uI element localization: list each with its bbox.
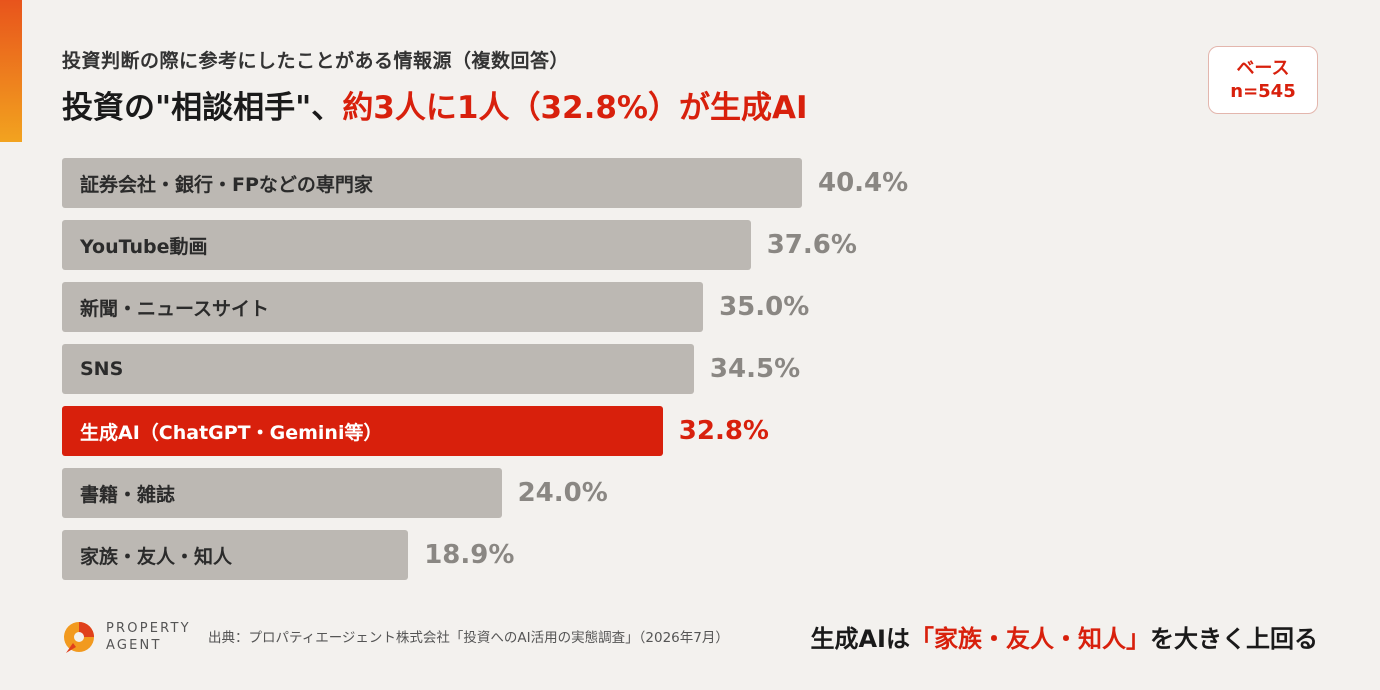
bar-value-label: 35.0% xyxy=(719,292,810,322)
accent-strip xyxy=(0,0,22,142)
bar-value-label: 24.0% xyxy=(517,478,608,508)
bar: YouTube動画 xyxy=(62,220,751,270)
logo-line2: AGENT xyxy=(106,638,162,653)
bar: SNS xyxy=(62,344,694,394)
bar-row: 書籍・雑誌 24.0% xyxy=(62,468,1062,518)
bar: 家族・友人・知人 xyxy=(62,530,409,580)
bar-value-label: 34.5% xyxy=(709,354,801,384)
conclusion-black: 生成AIは xyxy=(810,625,910,653)
bar-category-label: 生成AI（ChatGPT・Gemini等） xyxy=(80,421,383,444)
bar-value-label: 32.8% xyxy=(678,416,769,446)
bar-category-label: 新聞・ニュースサイト xyxy=(80,297,270,320)
conclusion: 生成AIは「家族・友人・知人」を大きく上回る xyxy=(810,619,1318,654)
bar: 書籍・雑誌 xyxy=(62,468,502,518)
base-label: ベース xyxy=(1236,58,1290,79)
bar-category-label: YouTube動画 xyxy=(80,235,208,258)
headline-black: 投資の"相談相手"、 xyxy=(62,90,343,126)
base-n: n=545 xyxy=(1230,81,1296,102)
bar-value-label: 37.6% xyxy=(766,230,857,260)
property-agent-logo-icon xyxy=(64,622,94,653)
conclusion-end: を大きく上回る xyxy=(1150,625,1318,653)
bar-row: 証券会社・銀行・FPなどの専門家 40.4% xyxy=(62,158,1062,208)
bar-chart: 証券会社・銀行・FPなどの専門家 40.4% YouTube動画 37.6% 新聞・ニュ… xyxy=(62,158,1062,582)
bar-row: SNS 34.5% xyxy=(62,344,1062,394)
bar: 証券会社・銀行・FPなどの専門家 xyxy=(62,158,802,208)
base-badge: ベース n=545 xyxy=(1208,46,1318,114)
headline: 投資の"相談相手"、約3人に1人（32.8%）が生成AI xyxy=(62,82,808,127)
source-note: 出典：プロパティエージェント株式会社「投資へのAI活用の実態調査」（2026年7… xyxy=(208,630,729,646)
bar-row: 新聞・ニュースサイト 35.0% xyxy=(62,282,1062,332)
bar: 生成AI（ChatGPT・Gemini等） xyxy=(62,406,663,456)
bar-row: 家族・友人・知人 18.9% xyxy=(62,530,1062,580)
bar-value-label: 18.9% xyxy=(424,540,515,570)
logo-line1: PROPERTY xyxy=(106,621,191,636)
bar-category-label: SNS xyxy=(80,358,124,380)
bar-row: 生成AI（ChatGPT・Gemini等） 32.8% xyxy=(62,406,1062,456)
bar-category-label: 家族・友人・知人 xyxy=(80,545,233,568)
bar-row: YouTube動画 37.6% xyxy=(62,220,1062,270)
headline-red: 約3人に1人（32.8%）が生成AI xyxy=(342,90,808,126)
bar: 新聞・ニュースサイト xyxy=(62,282,704,332)
bar-value-label: 40.4% xyxy=(818,168,909,198)
chart-subtitle: 投資判断の際に参考にしたことがある情報源（複数回答） xyxy=(62,50,570,72)
conclusion-red: 「家族・友人・知人」 xyxy=(910,625,1150,653)
logo-wordmark: PROPERTY AGENT xyxy=(106,620,191,654)
bar-category-label: 証券会社・銀行・FPなどの専門家 xyxy=(80,173,373,196)
bar-category-label: 書籍・雑誌 xyxy=(80,483,176,506)
